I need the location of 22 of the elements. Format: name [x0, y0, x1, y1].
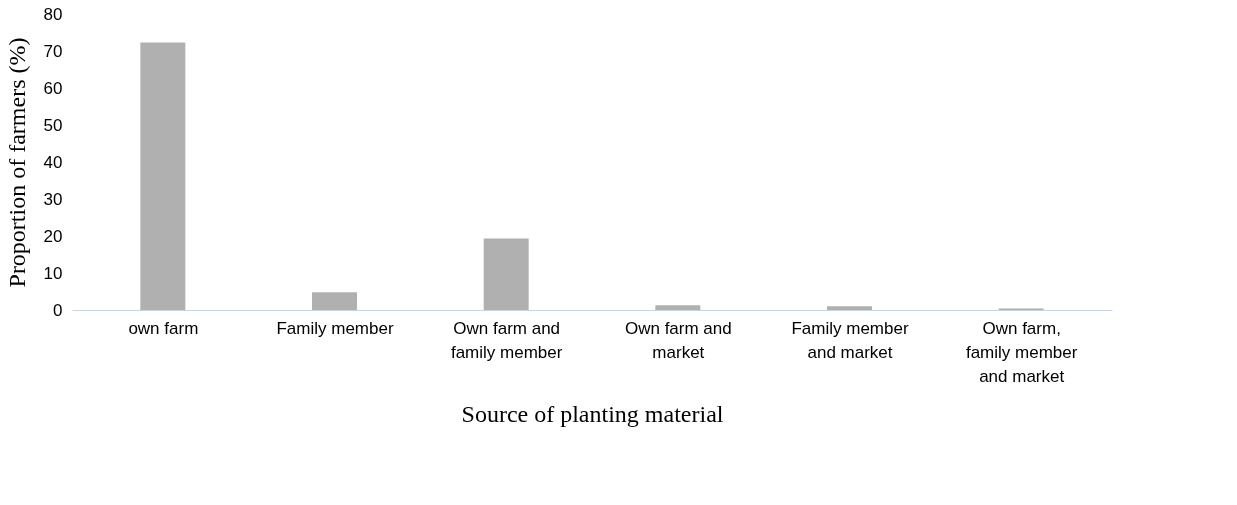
bar	[483, 238, 529, 310]
y-tick-label: 80	[43, 4, 63, 24]
y-axis-title: Proportion of farmers (%)	[3, 37, 30, 288]
y-tick-label: 40	[43, 152, 63, 172]
x-tick-label: own farm	[128, 318, 199, 338]
x-tick-label: Own farm and family member	[450, 318, 563, 362]
x-tick-label: Own farm and market	[624, 318, 732, 362]
x-tick-label: Family member	[276, 318, 394, 338]
bar	[140, 42, 186, 310]
x-tick-label: Own farm, family member and market	[965, 318, 1078, 386]
bar	[655, 305, 701, 310]
y-tick-label: 20	[43, 226, 63, 246]
y-tick-label: 10	[43, 263, 63, 283]
x-tick-label: Family member and market	[791, 318, 909, 362]
bar	[827, 306, 872, 310]
bar	[312, 292, 357, 310]
y-tick-label: 30	[43, 189, 63, 209]
y-tick-label: 70	[43, 41, 63, 61]
y-tick-label: 0	[53, 300, 63, 320]
x-axis-title: Source of planting material	[461, 400, 724, 427]
y-tick-label: 50	[43, 115, 63, 135]
y-tick-label: 60	[43, 78, 63, 98]
